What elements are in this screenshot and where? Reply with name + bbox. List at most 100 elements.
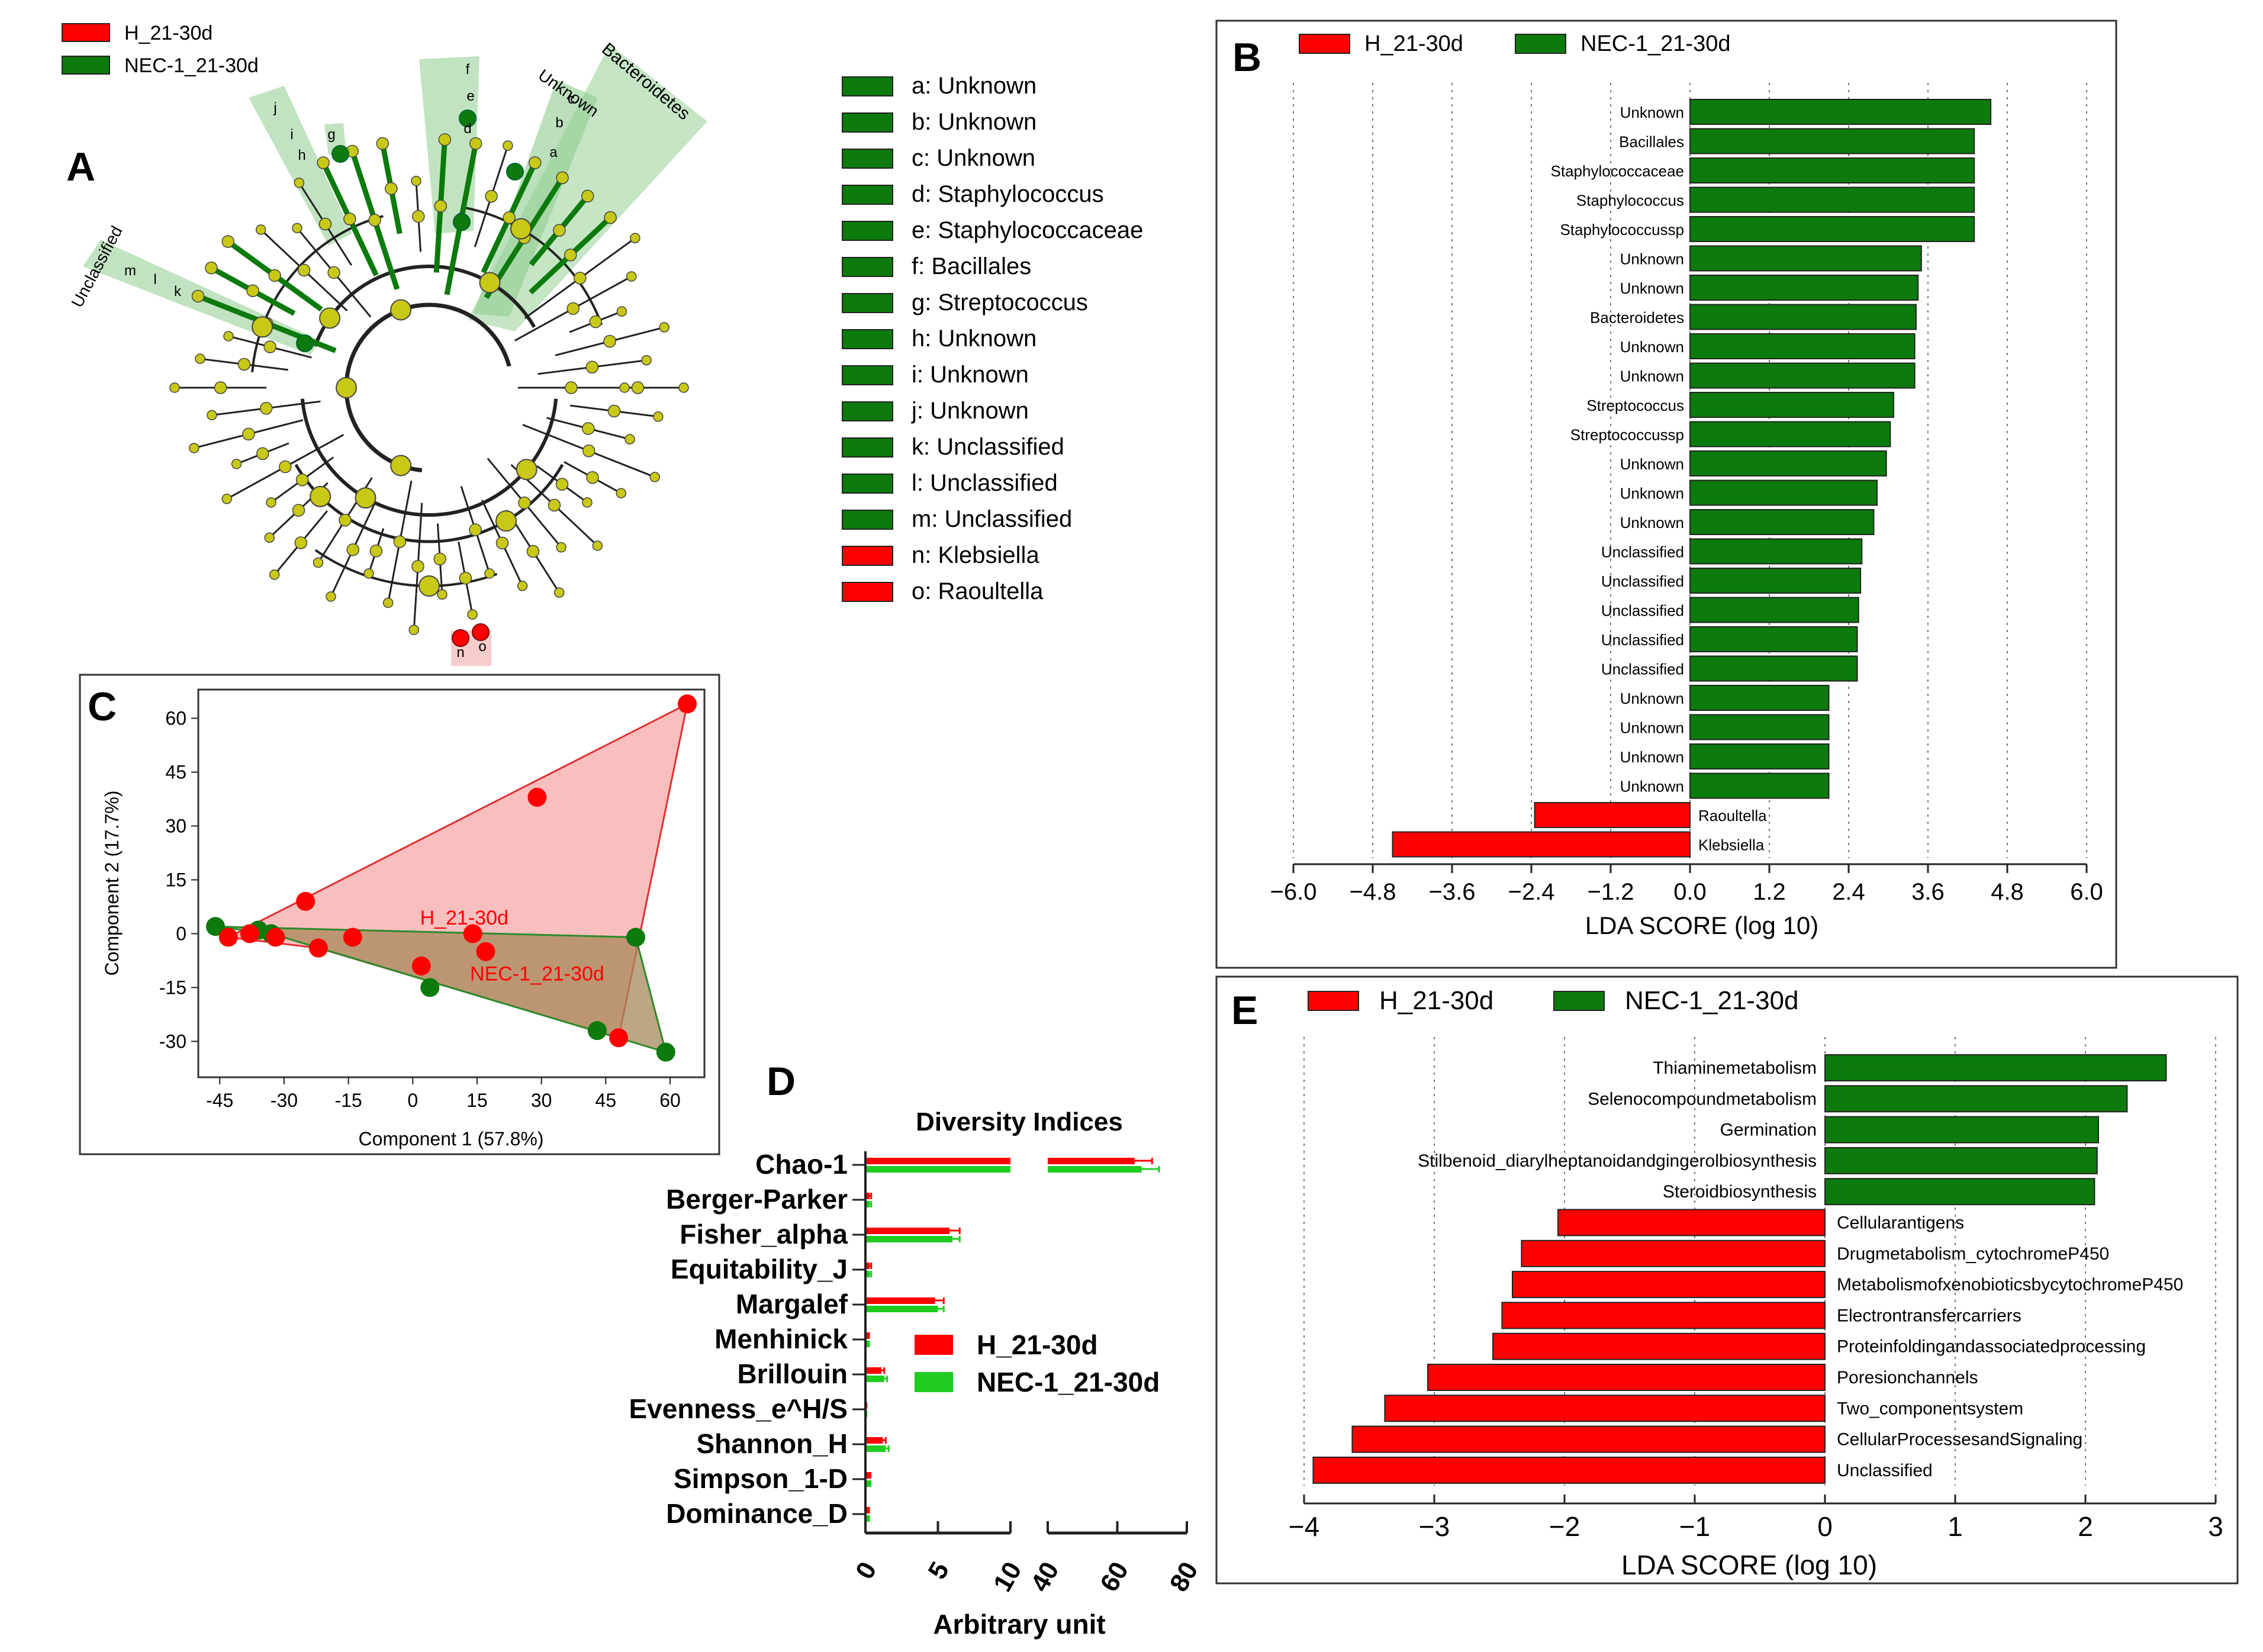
x-tick-label: 60 <box>659 1090 681 1111</box>
y-tick-label: -15 <box>159 977 186 998</box>
panel-d-categories: Chao-1 Berger-Parker Fisher_alpha Equitabil… <box>629 1149 865 1529</box>
tree-inner-node <box>339 513 352 527</box>
bar-nec <box>1689 655 1858 682</box>
tree-inner-node <box>256 447 269 461</box>
bar-nec <box>1824 1116 2099 1144</box>
x-tick-label: 2 <box>2078 1511 2093 1542</box>
x-tick-label: −2 <box>1549 1511 1580 1542</box>
tree-arc <box>300 398 558 517</box>
tree-inner-node <box>555 478 569 491</box>
tree-inner-node <box>295 474 309 487</box>
bar-nec <box>1689 568 1862 594</box>
tree-inner-node <box>433 552 446 566</box>
bar-0 <box>865 1367 881 1374</box>
tree-leaf-node <box>649 472 660 482</box>
tree-inner-node <box>279 460 292 474</box>
significant-node-green <box>453 213 471 231</box>
tree-leaf-node <box>191 289 205 303</box>
key-swatch <box>842 582 893 602</box>
key-swatch <box>842 221 893 241</box>
significant-node-green <box>331 145 349 163</box>
tree-major-node <box>516 459 537 481</box>
panel-a-legend: H_21-30d NEC-1_21-30d <box>62 22 259 77</box>
tree-leaf-node <box>659 322 669 333</box>
bar-label: Streptococcussp <box>1570 426 1684 444</box>
x-tick-label: 0 <box>407 1090 418 1111</box>
bar-label: Streptococcus <box>1586 397 1684 414</box>
tree-inner-node <box>631 381 645 394</box>
tree-inner-node <box>259 402 273 415</box>
tree-inner-node <box>368 214 381 227</box>
tree-inner-node <box>242 427 255 441</box>
panel-b-bars: Unknown Bacillales Staphylococcaceae Staphy… <box>1392 99 1992 858</box>
tree-leaf-node <box>626 271 637 282</box>
tree-inner-node <box>586 471 599 484</box>
bar-0 <box>865 1228 950 1234</box>
legend-swatch <box>1299 34 1350 54</box>
key-label: f: Bacillales <box>912 253 1031 279</box>
bar-label: Thiaminemetabolism <box>1653 1058 1817 1078</box>
bar-label: Bacillales <box>1619 133 1684 151</box>
bar-nec <box>1689 450 1887 476</box>
tree-leaf-node <box>382 597 394 608</box>
tree-leaf-node <box>553 587 565 598</box>
tree-leaf-node <box>581 189 594 203</box>
bar-0 <box>865 1332 868 1339</box>
x-tick-label: -45 <box>206 1090 233 1111</box>
x-tick-label: -30 <box>271 1090 298 1111</box>
x-tick-label: −3 <box>1419 1511 1450 1542</box>
point-h <box>527 787 547 807</box>
legend-label: NEC-1_21-30d <box>977 1367 1160 1397</box>
tree-major-node <box>310 485 331 507</box>
tree-inner-node <box>574 272 587 285</box>
key-swatch <box>842 76 893 96</box>
tree-leaf-node <box>641 355 652 366</box>
significant-node-red <box>472 623 490 641</box>
bar-nec <box>1689 186 1975 213</box>
cladogram-nodes <box>169 110 689 647</box>
key-swatch <box>842 329 893 349</box>
bar-label: Germination <box>1720 1120 1817 1140</box>
tree-leaf-node <box>205 261 218 275</box>
x-tick-label: −2.4 <box>1508 879 1555 905</box>
y-tick-label: 45 <box>165 761 186 782</box>
key-label: e: Staphylococcaceae <box>912 217 1143 243</box>
point-nec <box>420 978 440 997</box>
x-tick-label: 4.8 <box>1991 879 2024 905</box>
tree-major-node <box>510 218 532 240</box>
tree-inner-node <box>327 266 340 279</box>
category-label: Margalef <box>736 1289 848 1319</box>
key-label: j: Unknown <box>911 398 1029 424</box>
legend-label: NEC-1_21-30d <box>1580 31 1730 56</box>
bar-label: Steroidbiosynthesis <box>1663 1182 1817 1202</box>
tree-inner-node <box>459 571 472 585</box>
tree-leaf-node <box>376 137 389 150</box>
x-tick-label: −4.8 <box>1350 879 1396 905</box>
tree-inner-node <box>495 536 509 550</box>
x-tick-label: 30 <box>531 1090 552 1111</box>
clade-letter-label: k <box>174 284 182 300</box>
tree-inner-node <box>589 315 603 329</box>
x-tick-label: 40 <box>1025 1557 1065 1597</box>
bar-label: Unknown <box>1620 719 1684 737</box>
key-swatch <box>842 185 893 205</box>
tree-inner-node <box>294 536 308 549</box>
bar-0 <box>1048 1158 1135 1164</box>
panel-b-lda-chart: B H_21-30d NEC-1_21-30d Unknown Bacillales… <box>1215 20 2117 969</box>
x-tick-label: −1 <box>1679 1511 1710 1542</box>
x-tick-label: 0.0 <box>1673 879 1707 905</box>
category-label: Simpson_1-D <box>674 1463 848 1494</box>
tree-leaf-node <box>255 224 266 235</box>
y-tick-label: 60 <box>165 708 186 729</box>
bar-nec <box>1689 392 1894 418</box>
bar-label: Unknown <box>1620 279 1684 297</box>
tree-leaf-node <box>616 488 626 498</box>
panel-b-letter: B <box>1232 35 1261 80</box>
key-label: m: Unclassified <box>912 506 1072 532</box>
cladogram: UnknownBacteroidetesUnclassifiedabcdefgh… <box>67 39 707 666</box>
key-label: o: Raoultella <box>912 578 1044 604</box>
tree-leaf-node <box>408 624 420 635</box>
legend-label: NEC-1_21-30d <box>124 54 259 77</box>
bar-label: Unknown <box>1620 778 1684 796</box>
